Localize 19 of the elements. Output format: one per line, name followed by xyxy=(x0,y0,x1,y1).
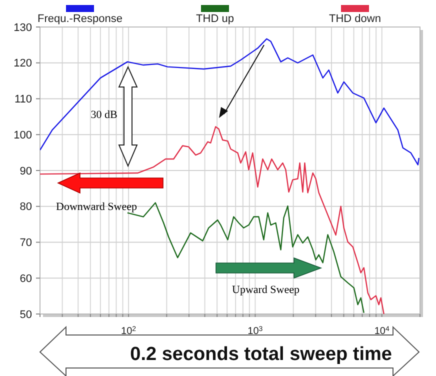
y-tick-label: 100 xyxy=(14,129,32,142)
x-tick-label: 10$^{3}$ xyxy=(248,326,263,337)
x-tick-label: 10$^{2}$ xyxy=(121,326,136,337)
x-tick-label: 10$^{4}$ xyxy=(374,326,390,337)
y-tick-label: 110 xyxy=(14,94,32,106)
y-tick-label: 130 xyxy=(14,22,32,34)
legend-label: THD up xyxy=(196,13,234,25)
annotation: 30 dB xyxy=(90,109,118,121)
y-tick-label: 60 xyxy=(20,272,32,285)
annotation: Upward Sweep xyxy=(232,284,300,296)
y-tick-label: 50 xyxy=(20,308,32,321)
legend-label: THD down xyxy=(329,13,381,25)
legend-label: Frequ.-Response xyxy=(38,13,122,25)
text: 0.2 seconds total sweep time xyxy=(130,344,392,365)
y-tick-label: 90 xyxy=(20,165,32,178)
y-tick-label: 70 xyxy=(20,237,32,250)
y-tick-label: 80 xyxy=(20,201,32,214)
y-tick-label: 120 xyxy=(14,58,32,70)
annotation: Downward Sweep xyxy=(56,201,138,213)
